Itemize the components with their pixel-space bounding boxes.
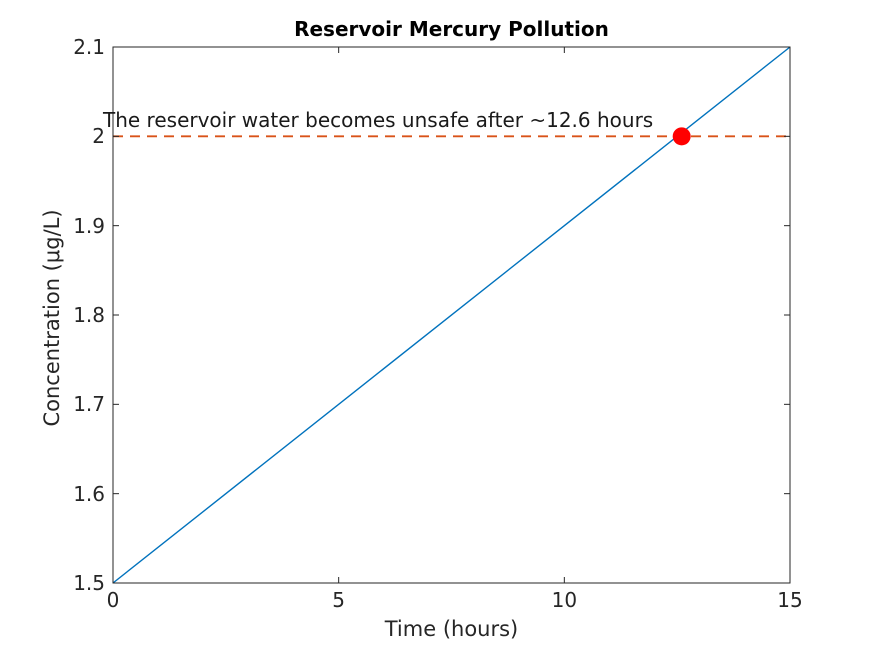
y-tick-label: 1.9 [73, 213, 105, 238]
y-tick-label: 2 [92, 124, 105, 149]
annotation-text: The reservoir water becomes unsafe after… [103, 108, 654, 132]
chart-title: Reservoir Mercury Pollution [294, 17, 609, 41]
x-axis-label: Time (hours) [384, 617, 519, 641]
y-tick-label: 1.7 [73, 392, 105, 417]
y-tick-label: 1.6 [73, 481, 105, 506]
x-tick-label: 5 [332, 588, 346, 612]
crossing-point-marker [672, 127, 691, 146]
y-tick-label: 2.1 [73, 35, 105, 59]
x-tick-label: 15 [777, 588, 803, 612]
y-tick-label: 1.8 [73, 303, 105, 327]
x-tick-label: 10 [551, 588, 578, 612]
y-tick-label: 1.5 [73, 571, 105, 595]
x-tick-label: 0 [106, 588, 120, 612]
